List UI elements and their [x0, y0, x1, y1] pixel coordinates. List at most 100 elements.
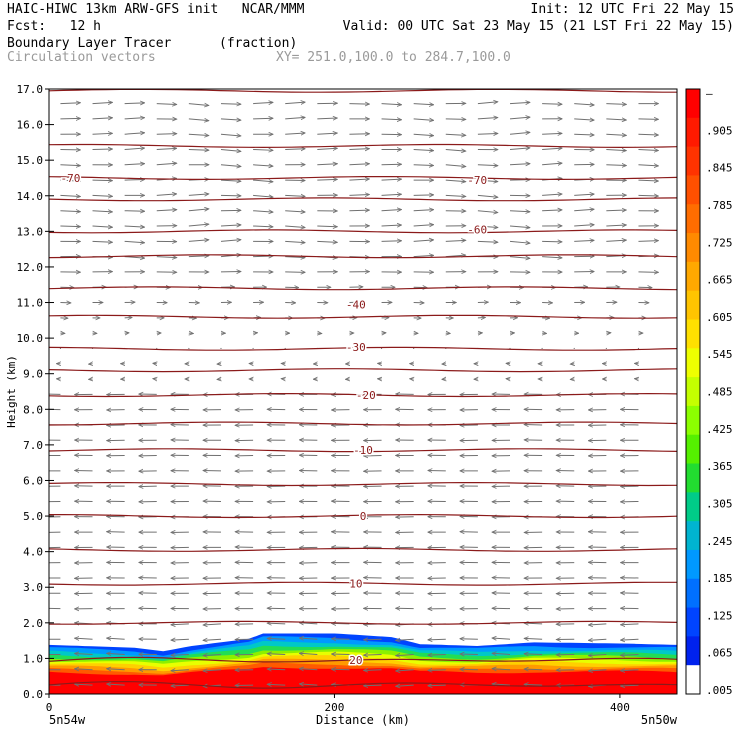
vector-arrow: [396, 639, 414, 640]
vector-arrow: [477, 133, 498, 134]
model-title: HAIC-HIWC 13km ARW-GFS init NCAR/MMM: [7, 2, 305, 17]
vector-arrow: [156, 347, 158, 350]
plot-border: [48, 88, 678, 695]
vector-arrow: [574, 134, 594, 135]
vector-arrow: [317, 148, 337, 149]
vector-arrow: [413, 225, 434, 226]
vector-arrow: [638, 134, 658, 135]
vector-arrow: [124, 179, 145, 180]
vector-arrow: [606, 104, 626, 105]
vector-arrow: [92, 133, 113, 134]
isotherm-line: [49, 656, 677, 663]
vector-arrow: [380, 347, 383, 350]
vector-arrow: [317, 164, 337, 165]
vector-arrow: [445, 180, 466, 182]
vector-arrow: [60, 165, 80, 166]
vector-arrow: [220, 180, 241, 181]
vector-arrow: [428, 654, 446, 655]
vector-arrow: [107, 669, 125, 670]
colorbar-label: .845: [706, 162, 733, 175]
y-tick-label: 16.0: [17, 119, 44, 132]
vector-arrow: [542, 104, 562, 105]
y-tick-label: 17.0: [17, 83, 44, 96]
vector-arrow: [285, 117, 305, 118]
init-time: Init: 12 UTC Fri 22 May 15: [530, 2, 735, 17]
vector-arrow: [171, 654, 189, 655]
y-tick-label: 4.0: [23, 546, 43, 559]
vector-arrow: [381, 225, 402, 226]
vector-arrow: [220, 165, 241, 167]
colorbar-label: .545: [706, 348, 733, 361]
y-tick-label: 9.0: [23, 368, 43, 381]
vector-arrow: [364, 654, 382, 655]
vector-arrow: [188, 150, 209, 151]
contour-label: 0: [360, 510, 367, 523]
vector-arrow: [620, 670, 639, 671]
vector-arrow: [267, 654, 286, 655]
colorbar-label: .005: [706, 684, 733, 697]
vector-arrow: [445, 255, 466, 257]
vector-arrow: [188, 256, 209, 257]
vector-arrow: [638, 241, 658, 242]
vector-arrow: [188, 194, 209, 195]
vector-arrow: [253, 150, 273, 151]
vector-arrow: [542, 257, 562, 258]
vector-arrow: [220, 134, 241, 136]
vector-arrow: [75, 653, 93, 654]
vector-arrow: [588, 670, 607, 671]
vector-arrow: [413, 255, 434, 256]
x-axis-label: Distance (km): [316, 713, 410, 727]
colorbar-label: .785: [706, 199, 733, 212]
vector-arrow: [253, 102, 273, 103]
vector-arrow: [92, 102, 113, 103]
x-axis: 0 200 400 Distance (km) 5n54w 5n50w: [46, 694, 678, 727]
vector-arrow: [92, 226, 113, 227]
vector-arrow: [124, 257, 145, 258]
contour-label: -20: [356, 389, 376, 402]
vector-arrow: [381, 104, 402, 105]
vector-arrow: [364, 670, 382, 671]
y-axis: 0.0 1.0 2.0 3.0 4.0 5.0 6.0 7.0 8.0 9.0 10.0 11.0 12…: [5, 83, 54, 701]
isotherm-line: [49, 581, 677, 586]
colorbar-swatch: [686, 290, 700, 320]
y-tick-label: 12.0: [17, 261, 44, 274]
colorbar-label: .125: [706, 609, 733, 622]
vector-arrow: [107, 638, 125, 639]
vector-arrow: [188, 347, 190, 350]
vector-arrow: [285, 211, 305, 212]
vector-arrow: [445, 119, 466, 120]
vector-arrow: [267, 623, 286, 624]
isotherm-line: [49, 197, 677, 202]
vector-arrow: [107, 653, 125, 654]
vector-arrow: [285, 241, 305, 242]
vector-arrow: [574, 209, 594, 210]
vector-arrow: [220, 347, 222, 350]
colorbar-swatch: [686, 117, 700, 148]
vector-arrow: [124, 211, 145, 212]
vector-arrow: [574, 104, 594, 105]
vector-arrow: [477, 102, 498, 104]
vector-arrow: [285, 149, 305, 150]
vector-arrow: [349, 179, 369, 180]
colorbar-swatch: [686, 607, 700, 637]
vector-arrow: [220, 104, 241, 105]
vector-arrow: [381, 119, 402, 120]
vector-arrow: [220, 119, 241, 120]
vector-arrow: [60, 180, 80, 181]
y-tick-label: 6.0: [23, 474, 43, 487]
contour-label: 20: [349, 654, 362, 667]
vector-arrow: [509, 211, 530, 212]
colorbar-swatch: [686, 434, 700, 465]
colorbar-label: .065: [706, 647, 733, 660]
vector-arrow: [413, 165, 434, 166]
vector-arrow: [171, 639, 189, 640]
vector-arrow: [220, 225, 241, 226]
plot-frame: [48, 88, 678, 695]
x-tick-label: 400: [610, 701, 630, 714]
vector-arrow: [156, 134, 177, 135]
vector-arrow: [381, 194, 402, 195]
vector-arrow: [428, 685, 446, 686]
colorbar-label: .665: [706, 274, 733, 287]
vector-arrow: [542, 133, 562, 134]
